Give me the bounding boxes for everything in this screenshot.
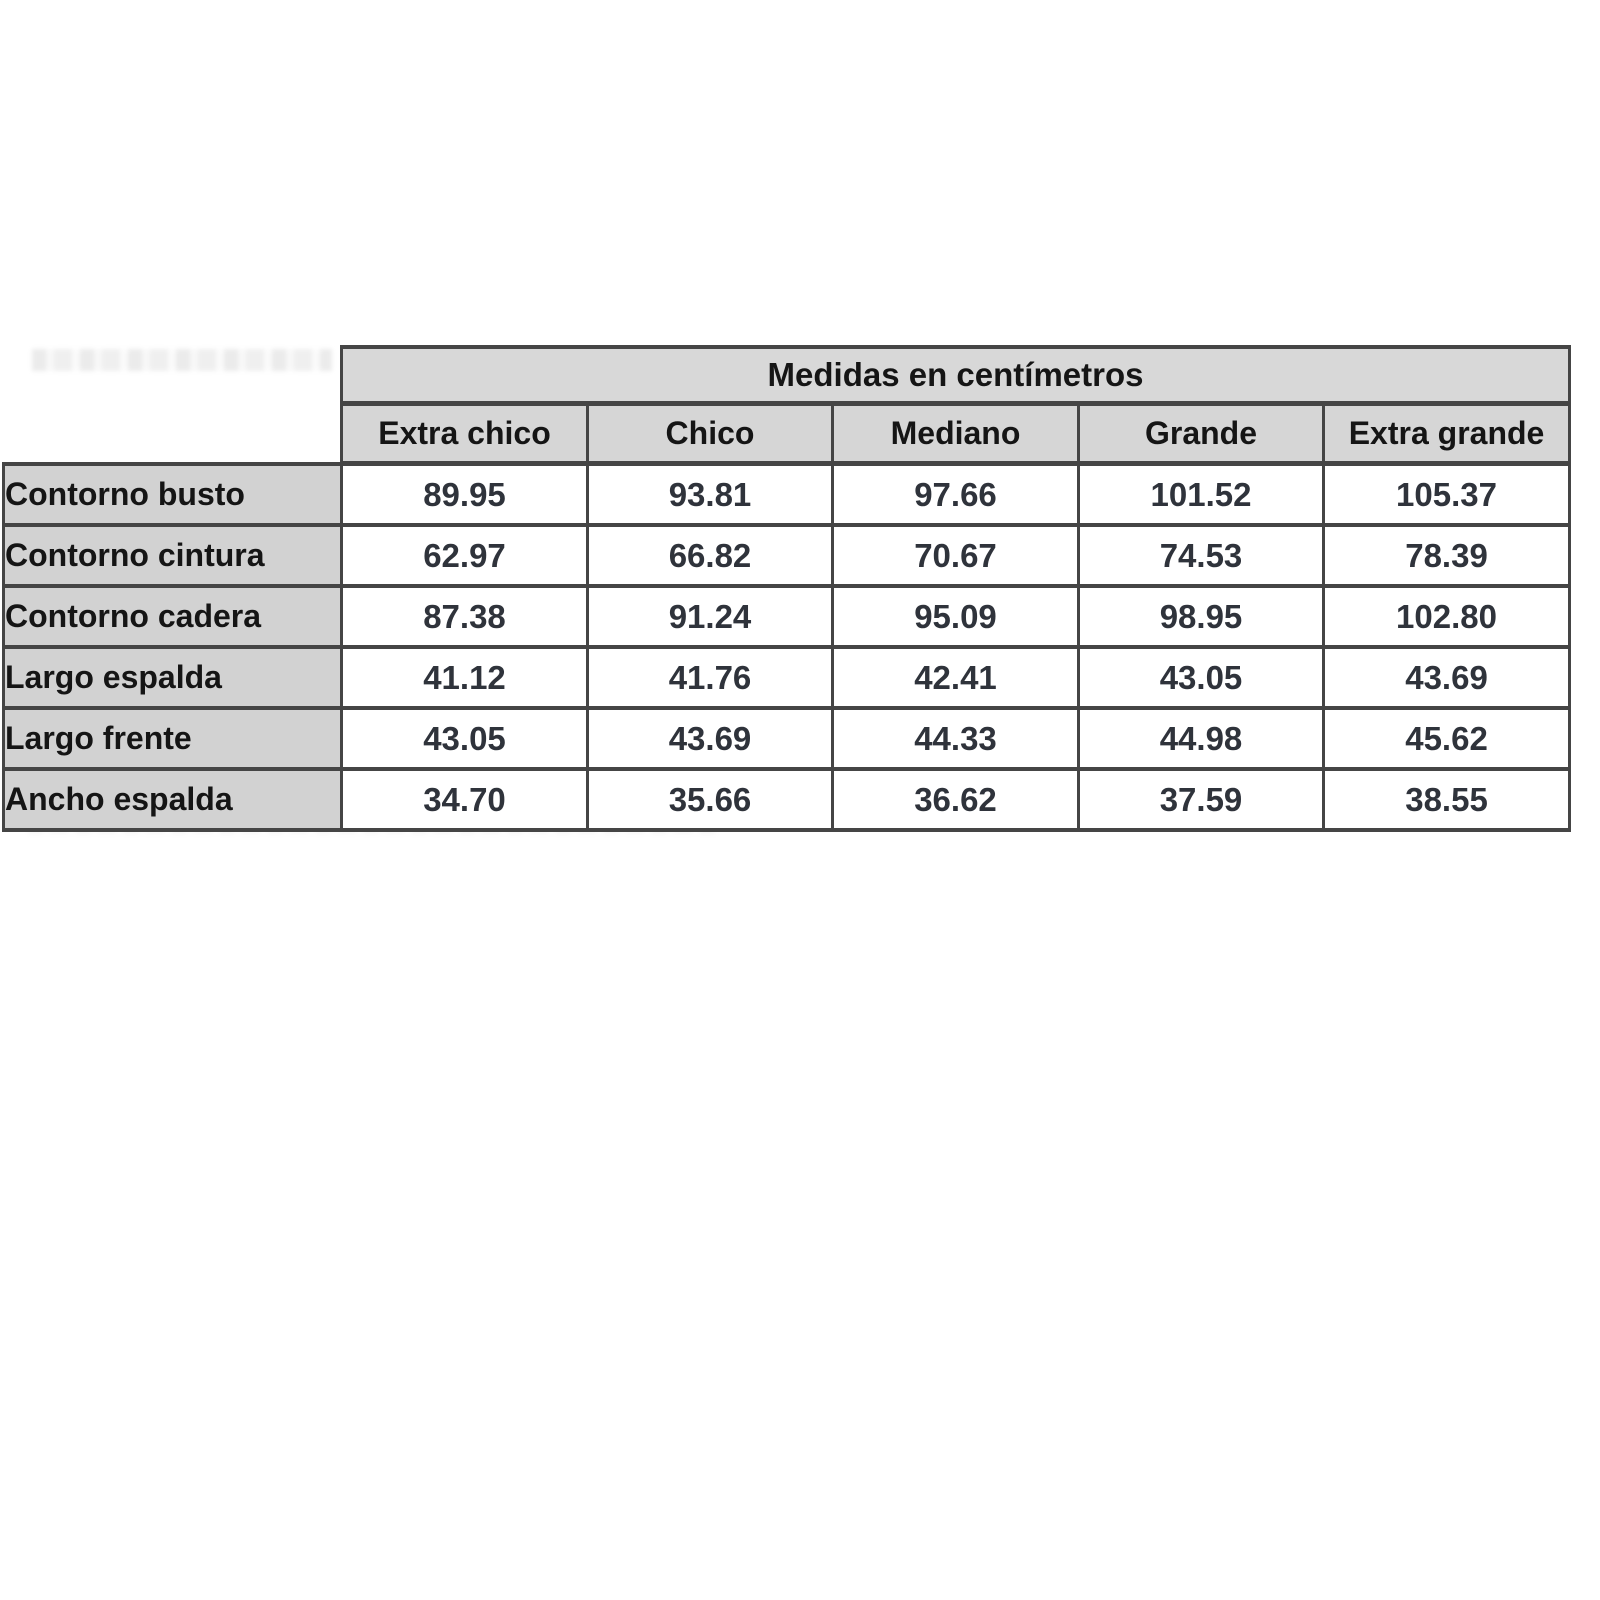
measurement-cell: 43.05 <box>340 706 589 771</box>
measurement-cell: 93.81 <box>586 461 834 527</box>
column-header-extra-grande: Extra grande <box>1321 401 1572 466</box>
measurement-cell: 98.95 <box>1077 584 1325 649</box>
measurement-cell: 95.09 <box>831 584 1080 649</box>
measurement-cell: 101.52 <box>1077 461 1325 527</box>
measurement-cell: 38.55 <box>1321 767 1572 832</box>
measurement-cell: 36.62 <box>831 767 1080 832</box>
table-row: Contorno cadera 87.38 91.24 95.09 98.95 102.8… <box>2 584 1572 649</box>
measurement-cell: 42.41 <box>831 645 1080 710</box>
column-header-grande: Grande <box>1077 401 1325 466</box>
row-label: Ancho espalda <box>2 767 343 832</box>
measurement-cell: 62.97 <box>340 523 589 588</box>
table-row: Largo frente 43.05 43.69 44.33 44.98 45.62 <box>2 706 1572 771</box>
column-header-mediano: Mediano <box>831 401 1080 466</box>
row-label: Contorno cintura <box>2 523 343 588</box>
measurement-cell: 105.37 <box>1321 461 1572 527</box>
column-header-row: Extra chico Chico Mediano Grande Extra g… <box>4 401 1572 466</box>
size-chart-table: Medidas en centímetros Extra chico Chico… <box>2 345 1572 832</box>
measurement-cell: 37.59 <box>1077 767 1325 832</box>
table-title: Medidas en centímetros <box>339 345 1572 406</box>
column-header-extra-chico: Extra chico <box>340 401 589 466</box>
corner-blank-cell <box>4 347 342 464</box>
table-row: Contorno busto 89.95 93.81 97.66 101.52 105.3… <box>2 461 1572 527</box>
measurement-cell: 43.05 <box>1077 645 1325 710</box>
column-header-chico: Chico <box>586 401 834 466</box>
measurement-cell: 43.69 <box>1321 645 1572 710</box>
row-label: Largo espalda <box>2 645 343 710</box>
measurement-cell: 35.66 <box>586 767 834 832</box>
measurement-cell: 87.38 <box>340 584 589 649</box>
measurement-cell: 45.62 <box>1321 706 1572 771</box>
measurement-cell: 44.98 <box>1077 706 1325 771</box>
measurement-cell: 43.69 <box>586 706 834 771</box>
table-row: Ancho espalda 34.70 35.66 36.62 37.59 38.55 <box>2 767 1572 832</box>
measurement-cell: 70.67 <box>831 523 1080 588</box>
measurement-cell: 74.53 <box>1077 523 1325 588</box>
measurement-cell: 66.82 <box>586 523 834 588</box>
table-row: Largo espalda 41.12 41.76 42.41 43.05 43.69 <box>2 645 1572 710</box>
row-label: Largo frente <box>2 706 343 771</box>
measurement-cell: 34.70 <box>340 767 589 832</box>
measurement-cell: 41.12 <box>340 645 589 710</box>
measurement-cell: 97.66 <box>831 461 1080 527</box>
measurement-cell: 102.80 <box>1321 584 1572 649</box>
row-label: Contorno cadera <box>2 584 343 649</box>
title-row: Medidas en centímetros <box>4 345 1572 406</box>
row-label: Contorno busto <box>2 461 343 527</box>
size-table-body: Contorno busto 89.95 93.81 97.66 101.52 105.3… <box>2 461 1572 832</box>
table-row: Contorno cintura 62.97 66.82 70.67 74.53 78.3… <box>2 523 1572 588</box>
measurement-cell: 44.33 <box>831 706 1080 771</box>
measurement-cell: 78.39 <box>1321 523 1572 588</box>
measurement-cell: 91.24 <box>586 584 834 649</box>
measurement-cell: 41.76 <box>586 645 834 710</box>
table-header: Medidas en centímetros Extra chico Chico… <box>4 345 1572 466</box>
measurement-cell: 89.95 <box>340 461 589 527</box>
